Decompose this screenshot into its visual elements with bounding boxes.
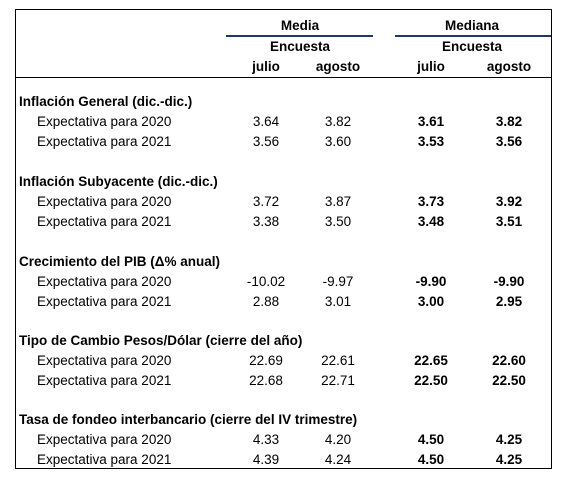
section-title: Tipo de Cambio Pesos/Dólar (cierre del a… — [19, 333, 303, 348]
media-col-agosto: agosto — [315, 59, 361, 74]
mediana-value-agosto: 4.25 — [495, 432, 523, 447]
media-value-julio: -10.02 — [246, 274, 286, 289]
media-value-agosto: 4.20 — [324, 432, 352, 447]
media-value-julio: 2.88 — [252, 294, 280, 309]
media-value-julio: 3.64 — [252, 114, 280, 129]
media-value-agosto: -9.97 — [322, 274, 354, 289]
mediana-col-agosto: agosto — [486, 59, 532, 74]
media-value-julio: 3.72 — [252, 194, 280, 209]
row-label: Expectativa para 2020 — [37, 194, 172, 209]
media-value-agosto: 4.24 — [324, 452, 352, 467]
mediana-value-julio: 22.50 — [414, 373, 448, 388]
mediana-value-julio: 3.00 — [417, 294, 445, 309]
media-header: Media — [280, 18, 320, 33]
mediana-value-agosto: 3.82 — [495, 114, 523, 129]
mediana-value-agosto: 3.56 — [495, 134, 523, 149]
row-label: Expectativa para 2020 — [37, 274, 172, 289]
row-label: Expectativa para 2021 — [37, 373, 172, 388]
media-value-julio: 4.39 — [252, 452, 280, 467]
mediana-value-agosto: -9.90 — [493, 274, 525, 289]
media-value-agosto: 3.87 — [324, 194, 352, 209]
mediana-encuesta-label: Encuesta — [441, 39, 503, 54]
mediana-value-julio: 3.53 — [417, 134, 445, 149]
row-label: Expectativa para 2021 — [37, 294, 172, 309]
mediana-value-agosto: 3.51 — [495, 214, 523, 229]
section-title: Inflación General (dic.-dic.) — [19, 94, 193, 109]
media-value-agosto: 3.50 — [324, 214, 352, 229]
mediana-value-agosto: 3.92 — [495, 194, 523, 209]
mediana-value-julio: 4.50 — [417, 432, 445, 447]
media-value-julio: 3.38 — [252, 214, 280, 229]
row-label: Expectativa para 2021 — [37, 214, 172, 229]
table-frame — [15, 9, 552, 469]
row-label: Expectativa para 2021 — [37, 134, 172, 149]
mediana-header-rule — [395, 35, 551, 37]
mediana-col-julio: julio — [417, 59, 445, 74]
row-label: Expectativa para 2021 — [37, 452, 172, 467]
media-value-agosto: 3.60 — [324, 134, 352, 149]
row-label: Expectativa para 2020 — [37, 114, 172, 129]
mediana-value-julio: 22.65 — [414, 353, 448, 368]
media-value-agosto: 22.61 — [321, 353, 355, 368]
media-value-agosto: 3.82 — [324, 114, 352, 129]
media-value-julio: 4.33 — [252, 432, 280, 447]
mediana-value-julio: 3.61 — [417, 114, 445, 129]
media-value-julio: 22.68 — [249, 373, 283, 388]
header-divider — [15, 77, 552, 78]
media-header-rule — [226, 35, 373, 37]
mediana-value-julio: -9.90 — [415, 274, 447, 289]
media-value-julio: 3.56 — [252, 134, 280, 149]
media-value-agosto: 3.01 — [324, 294, 352, 309]
mediana-value-agosto: 4.25 — [495, 452, 523, 467]
mediana-value-agosto: 22.60 — [492, 353, 526, 368]
media-value-julio: 22.69 — [249, 353, 283, 368]
mediana-value-julio: 4.50 — [417, 452, 445, 467]
section-title: Crecimiento del PIB (Δ% anual) — [19, 254, 220, 269]
row-label: Expectativa para 2020 — [37, 432, 172, 447]
media-col-julio: julio — [252, 59, 280, 74]
section-title: Tasa de fondeo interbancario (cierre del… — [19, 412, 358, 427]
media-encuesta-label: Encuesta — [269, 39, 331, 54]
mediana-value-julio: 3.48 — [417, 214, 445, 229]
section-title: Inflación Subyacente (dic.-dic.) — [19, 174, 218, 189]
row-label: Expectativa para 2020 — [37, 353, 172, 368]
mediana-header: Mediana — [444, 18, 499, 33]
mediana-value-agosto: 2.95 — [495, 294, 523, 309]
mediana-value-julio: 3.73 — [417, 194, 445, 209]
media-value-agosto: 22.71 — [321, 373, 355, 388]
mediana-value-agosto: 22.50 — [492, 373, 526, 388]
